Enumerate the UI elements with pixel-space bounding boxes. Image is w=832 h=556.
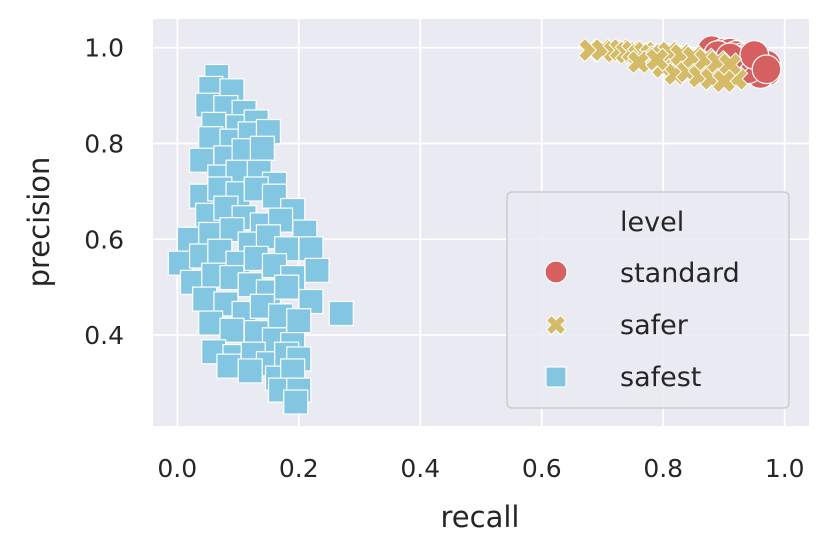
safer-point — [644, 47, 670, 72]
legend-label-safer: safer — [620, 310, 689, 341]
safest-point — [249, 135, 275, 161]
safest-point — [298, 236, 324, 262]
legend-marker-standard — [544, 260, 568, 284]
y-tick-label: 0.4 — [84, 321, 124, 350]
y-tick-label: 0.6 — [84, 225, 124, 254]
safest-point — [328, 300, 354, 327]
legend-label-standard: standard — [620, 258, 740, 289]
legend-title: level — [620, 207, 684, 238]
safest-point — [283, 389, 309, 415]
data-points — [167, 35, 782, 415]
safer-point — [626, 49, 652, 75]
x-tick-label: 1.0 — [765, 454, 805, 483]
legend-marker-safer — [545, 314, 567, 336]
x-tick-label: 0.2 — [279, 454, 319, 483]
x-tick-label: 0.6 — [522, 454, 562, 483]
safest-point — [286, 308, 312, 334]
safest-point — [304, 257, 330, 283]
legend-box — [506, 191, 790, 409]
safer-point — [711, 68, 737, 94]
x-tick-label: 0.8 — [643, 454, 683, 483]
safest-point — [219, 317, 245, 343]
standard-point — [751, 54, 782, 85]
legend-markers — [544, 260, 568, 388]
legend: level standard safer safest — [506, 191, 790, 409]
y-tick-label: 1.0 — [84, 34, 124, 63]
y-axis-title: precision — [22, 157, 56, 288]
y-tick-label: 0.8 — [84, 129, 124, 158]
x-tick-label: 0.0 — [157, 454, 197, 483]
legend-label-safest: safest — [620, 362, 701, 393]
safest-point — [237, 358, 263, 384]
x-axis-title: recall — [441, 500, 520, 534]
legend-marker-safest — [545, 366, 567, 388]
x-tick-label: 0.4 — [400, 454, 440, 483]
safest-point — [198, 310, 224, 336]
safest-point — [192, 286, 218, 312]
tick-labels: 0.0 0.2 0.4 0.6 0.8 1.0 0.4 0.6 0.8 1.0 — [84, 34, 804, 483]
safest-point — [216, 353, 242, 379]
safest-point — [274, 274, 300, 300]
